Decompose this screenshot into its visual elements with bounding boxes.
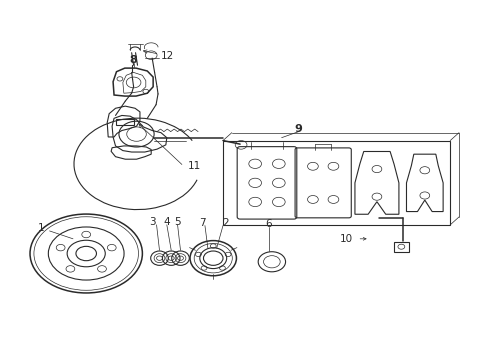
Text: 12: 12 (161, 51, 174, 61)
Text: 7: 7 (198, 218, 205, 228)
Text: 5: 5 (174, 217, 181, 227)
Text: 1: 1 (37, 224, 44, 233)
Text: 2: 2 (222, 218, 229, 228)
Text: 11: 11 (188, 161, 201, 171)
Text: 3: 3 (149, 217, 156, 227)
Text: 8: 8 (130, 55, 138, 65)
Text: 6: 6 (266, 219, 272, 229)
Text: 10: 10 (340, 234, 353, 244)
Text: 9: 9 (295, 124, 303, 134)
Text: 4: 4 (164, 217, 170, 227)
